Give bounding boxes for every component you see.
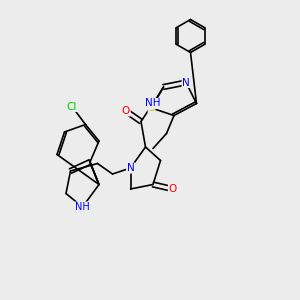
- Text: N: N: [182, 77, 190, 88]
- Text: S: S: [148, 103, 155, 113]
- Text: O: O: [168, 184, 177, 194]
- Text: NH: NH: [75, 202, 90, 212]
- Text: Cl: Cl: [67, 101, 77, 112]
- Text: NH: NH: [145, 98, 161, 109]
- Text: N: N: [127, 163, 134, 173]
- Text: O: O: [122, 106, 130, 116]
